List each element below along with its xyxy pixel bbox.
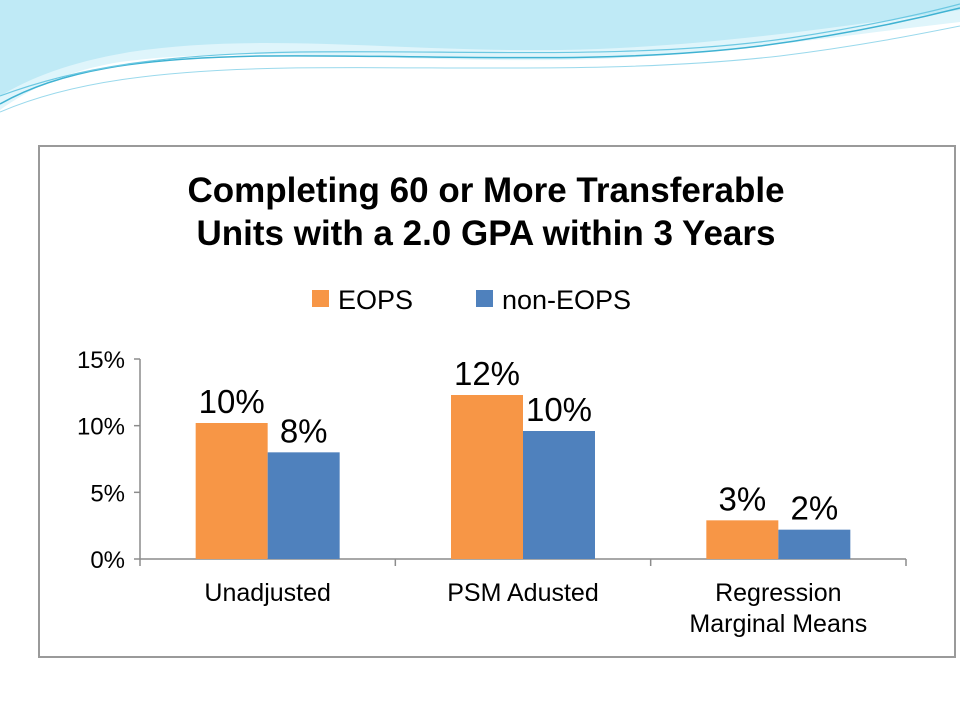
wave-line-3 [0, 25, 960, 113]
legend-swatch-eops [312, 290, 329, 307]
bar-non-eops [267, 452, 340, 559]
decorative-wave-banner [0, 0, 960, 113]
data-label-non-eops: 2% [790, 490, 838, 527]
legend-swatch-non-eops [476, 290, 493, 307]
chart-title-line-2: Units with a 2.0 GPA within 3 Years [197, 214, 776, 253]
data-label-non-eops: 10% [526, 391, 592, 428]
bar-eops [195, 423, 268, 559]
x-category-label: Marginal Means [689, 610, 867, 638]
data-label-non-eops: 8% [280, 412, 328, 449]
legend-label-eops: EOPS [338, 285, 413, 315]
bar-eops [451, 395, 523, 559]
x-category-label: PSM Adusted [447, 579, 598, 607]
legend-label-non-eops: non-EOPS [502, 285, 631, 315]
wave-fill-mid [0, 0, 960, 96]
data-label-eops: 10% [199, 383, 265, 420]
chart-title-line-1: Completing 60 or More Transferable [187, 171, 784, 210]
bar-non-eops [523, 431, 595, 559]
y-tick-label: 5% [90, 480, 125, 507]
bar-eops [706, 520, 779, 559]
wave-line-2 [0, 3, 960, 97]
y-tick-label: 10% [77, 414, 125, 441]
legend: EOPS non-EOPS [312, 285, 631, 315]
y-tick-label: 15% [77, 347, 125, 374]
bar-non-eops [778, 529, 851, 559]
data-label-eops: 12% [454, 355, 520, 392]
data-label-eops: 3% [718, 480, 766, 517]
chart-title: Completing 60 or More Transferable Units… [187, 171, 784, 253]
y-tick-label: 0% [90, 547, 125, 574]
chart-frame: Completing 60 or More Transferable Units… [38, 145, 956, 658]
x-category-label: Unadjusted [204, 579, 330, 607]
wave-line-1 [0, 7, 960, 105]
bar-chart: Completing 60 or More Transferable Units… [77, 171, 907, 638]
x-category-label: Regression [715, 579, 841, 607]
